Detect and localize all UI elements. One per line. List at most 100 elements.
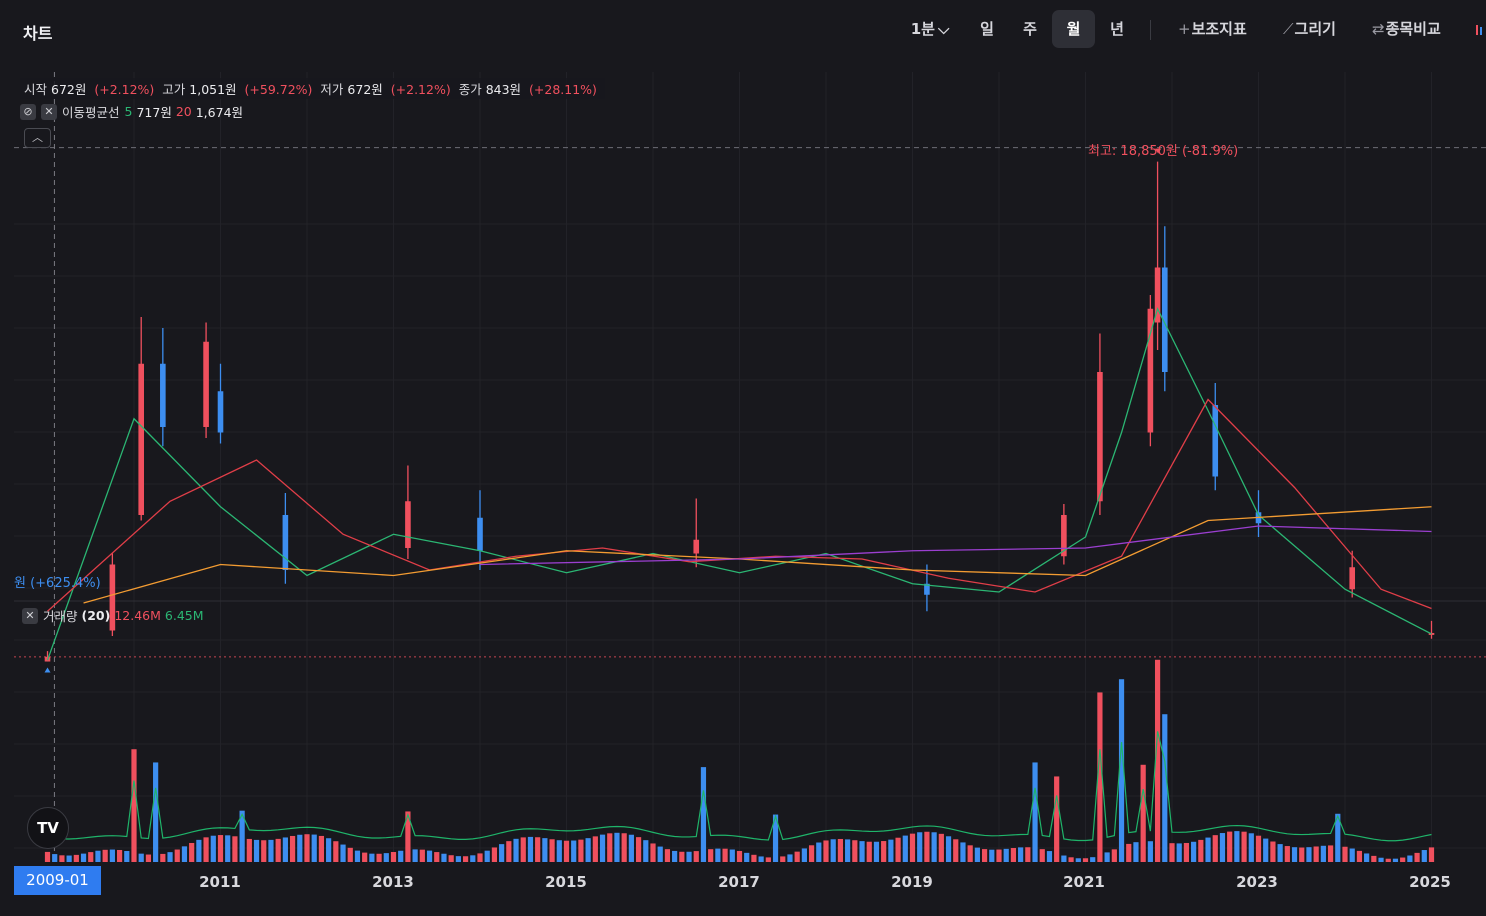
volume-bar	[845, 839, 851, 862]
volume-bar	[520, 837, 526, 862]
volume-bar	[765, 857, 771, 862]
volume-bar	[196, 839, 202, 862]
volume-bar	[124, 851, 130, 862]
open-value: 672원	[51, 82, 87, 97]
volume-bar	[1263, 838, 1269, 862]
volume-bar	[563, 840, 570, 862]
volume-bar	[758, 856, 764, 862]
x-tick-label: 2011	[199, 873, 241, 891]
volume-bar	[354, 850, 361, 862]
volume-bar	[297, 834, 303, 862]
close-change: (+28.11%)	[529, 82, 597, 97]
volume-bar	[1371, 855, 1377, 862]
volume-bar	[1183, 842, 1190, 862]
volume-bar	[282, 837, 288, 862]
candle-body	[1097, 372, 1103, 502]
volume-bar	[88, 852, 94, 862]
candle-body	[203, 341, 209, 427]
volume-bar	[225, 835, 231, 862]
tradingview-logo[interactable]: TV	[27, 807, 69, 849]
volume-ma-value: 6.45M	[164, 608, 204, 623]
compare-icon: ⇄	[1372, 20, 1385, 38]
volume-bar	[1104, 852, 1110, 862]
x-tick-label: 2023	[1236, 873, 1278, 891]
tab-week[interactable]: 주	[1009, 10, 1051, 48]
volume-bar	[571, 840, 577, 862]
volume-bar	[729, 849, 735, 862]
volume-bar	[614, 832, 620, 862]
volume-bar	[722, 848, 728, 862]
volume-bar	[383, 853, 389, 862]
high-annotation: 최고: 18,850원 (-81.9%)	[1088, 144, 1239, 159]
volume-bar	[174, 849, 180, 862]
volume-bar	[434, 852, 440, 862]
volume-bar	[181, 846, 188, 862]
price-chart[interactable]	[14, 72, 1486, 866]
volume-bar	[1248, 833, 1254, 862]
volume-bar	[304, 834, 310, 862]
volume-bar	[578, 839, 584, 862]
volume-bar	[981, 849, 988, 862]
volume-bar	[390, 851, 397, 862]
indicator-button[interactable]: +보조지표	[1178, 10, 1247, 48]
volume-period: (20)	[81, 608, 111, 623]
volume-bar	[189, 842, 195, 862]
eye-off-icon[interactable]: ⊘	[20, 103, 36, 120]
volume-bar	[1378, 857, 1384, 862]
volume-bar	[73, 854, 79, 862]
volume-label: 거래량	[43, 609, 78, 624]
volume-bar	[700, 767, 707, 862]
volume-bar	[203, 837, 209, 862]
volume-bar	[232, 836, 238, 862]
volume-bar	[102, 849, 108, 862]
volume-bar	[736, 850, 743, 862]
volume-bar	[318, 835, 325, 862]
volume-bar	[1039, 849, 1045, 862]
x-cursor-label: 2009-01	[14, 866, 101, 895]
volume-bar	[326, 838, 332, 862]
volume-bar	[1320, 845, 1326, 862]
volume-bar	[333, 841, 339, 862]
volume-bar	[542, 838, 548, 862]
high-marker-arrow	[1155, 148, 1162, 154]
interval-dropdown[interactable]: 1분 ⌵	[902, 10, 958, 48]
tab-week-label: 주	[1023, 20, 1037, 38]
volume-bar	[780, 856, 786, 862]
low-annotation: 원 (+625.4%)	[14, 576, 101, 591]
compare-button[interactable]: ⇄종목비교	[1372, 10, 1441, 48]
volume-bar	[506, 841, 512, 862]
tab-day[interactable]: 일	[966, 10, 1008, 48]
volume-bar	[744, 852, 750, 862]
volume-bar	[787, 854, 793, 862]
tab-year[interactable]: 년	[1096, 10, 1138, 48]
volume-bar	[1154, 659, 1161, 862]
candle-body	[138, 363, 145, 515]
volume-bar	[477, 853, 483, 862]
volume-bar	[1097, 692, 1103, 862]
volume-bar	[44, 851, 51, 862]
volume-bar	[708, 849, 714, 862]
drawing-button[interactable]: ⟋그리기	[1283, 10, 1336, 48]
volume-bar	[1176, 843, 1182, 862]
volume-bar	[239, 810, 245, 862]
volume-bar	[66, 855, 72, 862]
volume-bar	[967, 845, 973, 862]
volume-bar	[1003, 848, 1009, 862]
volume-bar	[549, 839, 555, 862]
volume-bar	[1284, 846, 1290, 862]
volume-bar	[398, 850, 404, 862]
chart-type-icon[interactable]	[1475, 22, 1483, 38]
app-header: 차트 1분 ⌵ 일 주 월 년 +보조지표 ⟋그리기 ⇄종목비교	[0, 0, 1486, 62]
plus-icon: +	[1178, 20, 1191, 38]
close-icon[interactable]: ✕	[41, 103, 57, 120]
close-icon[interactable]: ✕	[22, 607, 38, 624]
candle-body	[1212, 405, 1219, 477]
volume-bar	[924, 831, 930, 862]
chevron-up-icon: ︿	[32, 131, 43, 144]
tab-month[interactable]: 월	[1052, 10, 1095, 48]
volume-bar	[1068, 857, 1074, 862]
volume-bar	[145, 854, 152, 862]
volume-bar	[693, 851, 699, 862]
collapse-legend-button[interactable]: ︿	[24, 128, 51, 148]
volume-bar	[1082, 858, 1089, 862]
